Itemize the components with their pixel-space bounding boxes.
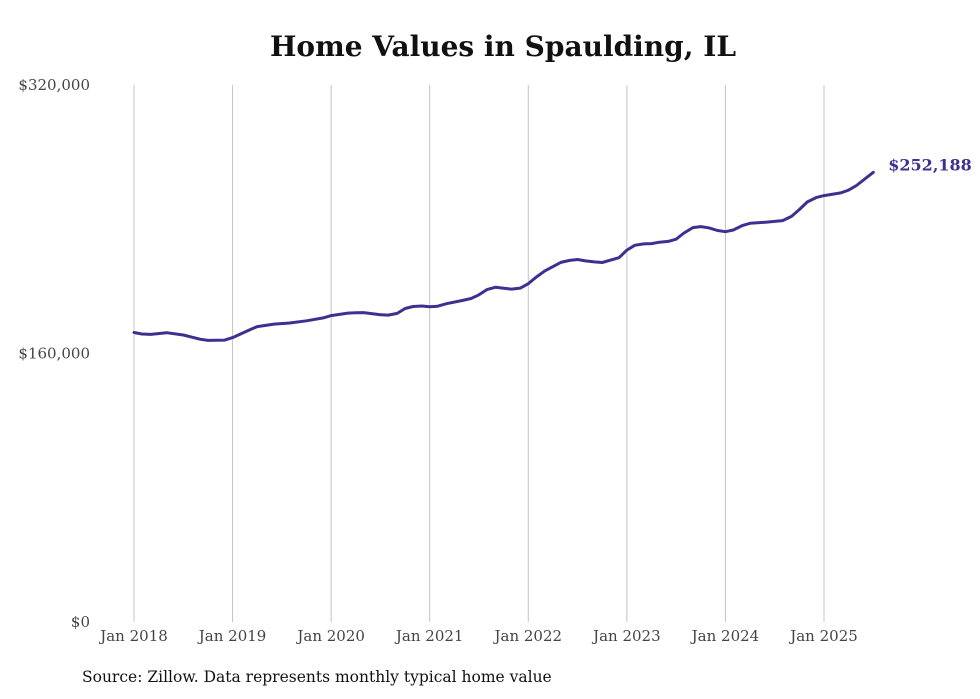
x-tick-label: Jan 2019 bbox=[197, 627, 267, 645]
end-value-label: $252,188 bbox=[888, 155, 972, 174]
x-axis-ticks: Jan 2018 Jan 2019 Jan 2020 Jan 2021 Jan 2022… bbox=[98, 627, 858, 645]
x-tick-label: Jan 2018 bbox=[98, 627, 168, 645]
x-tick-label: Jan 2025 bbox=[788, 627, 858, 645]
x-tick-label: Jan 2022 bbox=[493, 627, 563, 645]
source-note: Source: Zillow. Data represents monthly … bbox=[82, 668, 552, 686]
x-tick-label: Jan 2021 bbox=[394, 627, 464, 645]
chart-title: Home Values in Spaulding, IL bbox=[269, 30, 737, 63]
x-tick-label: Jan 2020 bbox=[295, 627, 365, 645]
y-axis-ticks: $0 $160,000 $320,000 bbox=[18, 76, 90, 631]
x-tick-label: Jan 2023 bbox=[591, 627, 661, 645]
gridlines bbox=[133, 85, 825, 622]
y-tick-label: $0 bbox=[71, 613, 90, 631]
x-tick-label: Jan 2024 bbox=[690, 627, 760, 645]
y-tick-label: $160,000 bbox=[18, 345, 90, 363]
y-tick-label: $320,000 bbox=[18, 76, 90, 94]
series: $252,188 bbox=[132, 155, 972, 342]
series-line bbox=[132, 170, 875, 342]
